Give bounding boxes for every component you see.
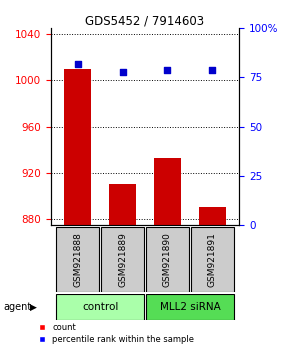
Bar [191,227,234,292]
Bar [146,294,234,320]
Text: GSM921889: GSM921889 [118,232,127,287]
Point [210,67,215,73]
Bar [56,227,99,292]
Text: MLL2 siRNA: MLL2 siRNA [160,302,220,312]
Bar [109,184,136,225]
Bar [154,158,181,225]
Bar [199,207,226,225]
Bar [101,227,144,292]
Point [120,69,125,74]
Bar [56,294,144,320]
Text: control: control [82,302,118,312]
Text: GSM921890: GSM921890 [163,232,172,287]
Text: GSM921891: GSM921891 [208,232,217,287]
Bar [146,227,189,292]
Title: GDS5452 / 7914603: GDS5452 / 7914603 [86,14,204,27]
Text: ▶: ▶ [30,303,37,312]
Point [75,61,80,67]
Legend: count, percentile rank within the sample: count, percentile rank within the sample [33,323,194,344]
Text: GSM921888: GSM921888 [73,232,82,287]
Bar [64,69,91,225]
Point [165,67,170,73]
Text: agent: agent [3,302,31,312]
